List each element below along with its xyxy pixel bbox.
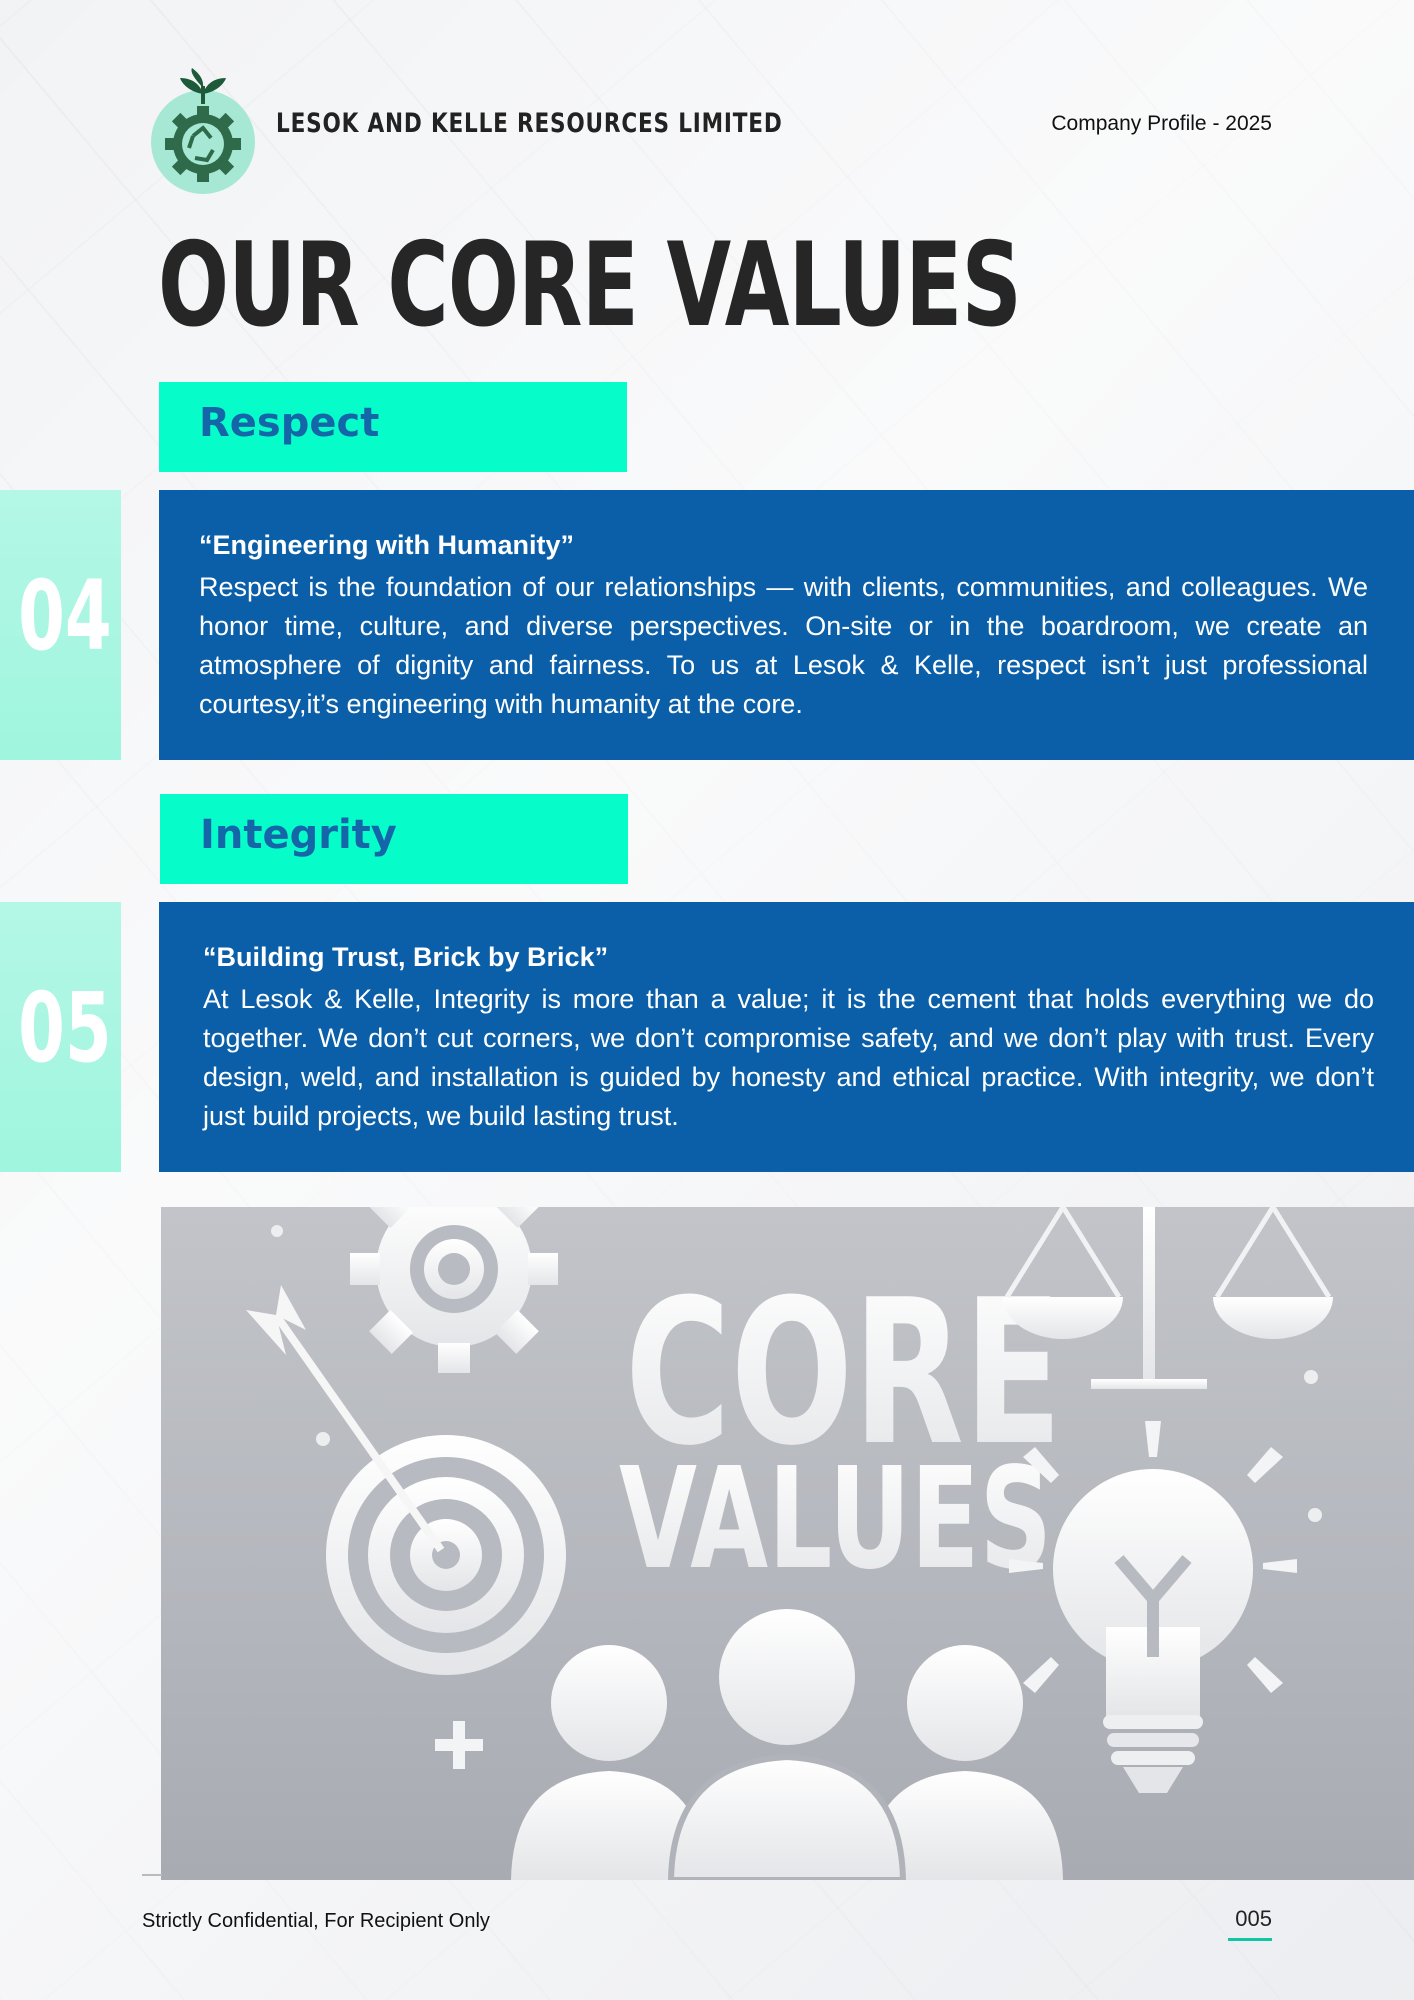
- confidential-note: Strictly Confidential, For Recipient Onl…: [142, 1910, 490, 1932]
- scales-icon: [1003, 1207, 1333, 1389]
- illustration-core-word: CORE: [625, 1257, 1062, 1490]
- value-description: Respect is the foundation of our relatio…: [199, 572, 1368, 719]
- value-name: Integrity: [200, 812, 397, 858]
- core-values-illustration: CORE VALUES: [161, 1207, 1414, 1880]
- illustration-values-word: VALUES: [619, 1437, 1052, 1600]
- value-panel-integrity: “Building Trust, Brick by Brick” At Leso…: [159, 902, 1414, 1172]
- value-number: 04: [18, 560, 112, 672]
- company-logo-icon: [151, 68, 255, 194]
- gear-icon: [350, 1207, 558, 1373]
- value-panel-respect: “Engineering with Humanity” Respect is t…: [159, 490, 1414, 760]
- footer-rule: [142, 1874, 162, 1876]
- value-number-box: 05: [0, 902, 121, 1172]
- people-icon: [511, 1609, 1063, 1880]
- company-name: LESOK AND KELLE RESOURCES LIMITED: [276, 108, 783, 139]
- illustration-graphic: CORE VALUES: [246, 1207, 1333, 1880]
- target-arrow-icon: [246, 1285, 566, 1675]
- value-name: Respect: [199, 400, 380, 446]
- value-number: 05: [18, 972, 112, 1084]
- value-quote: “Engineering with Humanity”: [199, 530, 575, 560]
- page-title: OUR CORE VALUES: [158, 218, 1022, 353]
- page-number-underline: [1228, 1938, 1272, 1941]
- value-tag-respect: Respect: [159, 382, 627, 472]
- value-description: At Lesok & Kelle, Integrity is more than…: [203, 984, 1374, 1131]
- document-label: Company Profile - 2025: [1051, 112, 1272, 135]
- value-number-box: 04: [0, 490, 121, 760]
- page-number: 005: [1235, 1906, 1272, 1931]
- value-tag-integrity: Integrity: [160, 794, 628, 884]
- plus-icon: [435, 1721, 483, 1769]
- lightbulb-icon: [1009, 1421, 1297, 1793]
- value-quote: “Building Trust, Brick by Brick”: [203, 942, 609, 972]
